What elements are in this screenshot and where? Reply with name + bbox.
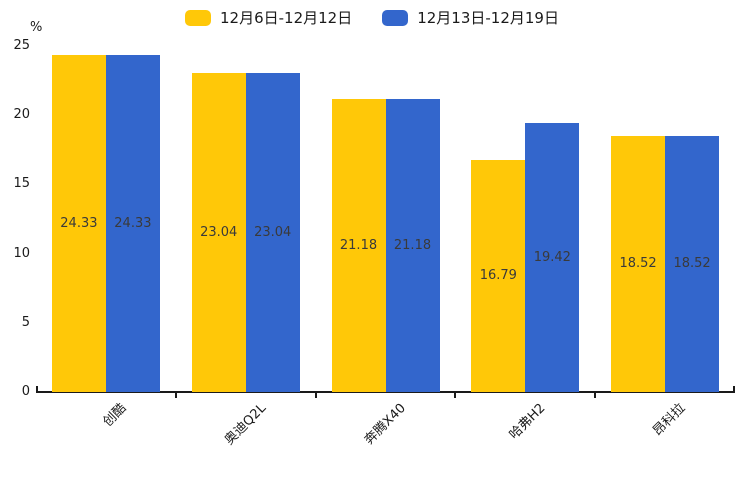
bar-value-label: 19.42	[533, 250, 571, 266]
y-tick-label: 25	[13, 38, 30, 53]
legend-swatch-week1	[185, 10, 211, 26]
y-tick-label: 10	[13, 245, 30, 261]
bar-12月13日-12月19日-奔腾X40: 21.18	[385, 98, 440, 392]
x-axis-tick	[594, 393, 597, 398]
y-tick-label: 0	[21, 384, 30, 399]
legend-swatch-week2	[382, 10, 409, 26]
bar-value-label: 24.33	[114, 216, 152, 232]
x-category-label: 奔腾X40	[361, 400, 409, 448]
bar-12月13日-12月19日-哈弗H2: 19.42	[525, 123, 580, 392]
bar-value-label: 21.18	[339, 237, 378, 253]
bar-12月13日-12月19日-奥迪Q2L: 23.04	[245, 73, 300, 392]
legend-label-week1: 12月6日-12月12日	[220, 8, 353, 27]
y-tick-label: 20	[13, 107, 30, 123]
bar-value-label: 18.52	[619, 256, 657, 272]
bar-value-label: 23.04	[254, 225, 292, 241]
x-category-label: 哈弗H2	[506, 400, 549, 443]
bar-value-label: 16.79	[479, 268, 517, 284]
legend: 12月6日-12月12日 12月13日-12月19日	[0, 7, 744, 29]
x-category-label: 奥迪Q2L	[221, 400, 270, 449]
y-tick-label: 5	[21, 314, 30, 330]
bar-value-label: 18.52	[673, 256, 711, 272]
legend-label-week2: 12月13日-12月19日	[417, 8, 559, 27]
bar-value-label: 21.18	[393, 237, 432, 253]
bar-12月13日-12月19日-创酷: 24.33	[105, 55, 160, 392]
bar-12月6日-12月12日-奔腾X40: 21.18	[331, 98, 386, 392]
bar-value-label: 24.33	[60, 216, 98, 232]
axis-end-cap	[733, 386, 735, 392]
x-axis-tick	[454, 393, 457, 398]
bar-12月6日-12月12日-昂科拉: 18.52	[611, 135, 666, 392]
axis-end-cap	[36, 386, 38, 392]
y-tick-label: 15	[13, 176, 30, 192]
x-axis-tick	[314, 393, 317, 398]
bar-12月6日-12月12日-哈弗H2: 16.79	[471, 159, 526, 392]
bar-12月6日-12月12日-奥迪Q2L: 23.04	[191, 73, 246, 392]
y-axis-unit-label: %	[30, 20, 43, 35]
bar-value-label: 23.04	[200, 225, 238, 241]
x-axis-line	[36, 391, 735, 393]
x-category-label: 创酷	[100, 400, 130, 430]
bar-12月6日-12月12日-创酷: 24.33	[51, 55, 106, 392]
bar-12月13日-12月19日-昂科拉: 18.52	[665, 135, 720, 392]
x-category-label: 昂科拉	[650, 400, 689, 440]
legend-item-week1: 12月6日-12月12日	[185, 10, 352, 26]
legend-item-week2: 12月13日-12月19日	[382, 10, 559, 26]
x-axis-tick	[174, 393, 177, 398]
